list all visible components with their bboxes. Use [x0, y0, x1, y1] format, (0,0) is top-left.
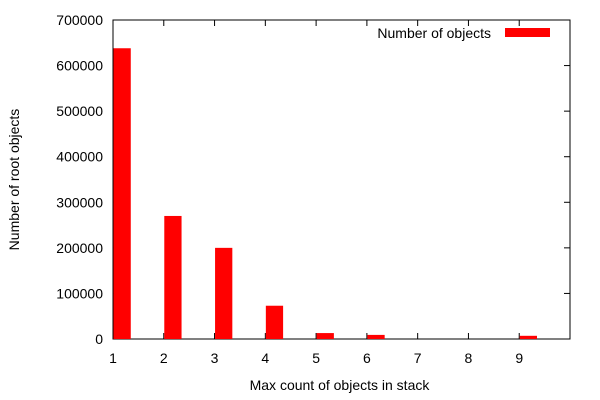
- x-tick-label: 3: [211, 350, 219, 366]
- x-tick-label: 8: [465, 350, 473, 366]
- y-axis-label: Number of root objects: [6, 109, 22, 251]
- y-tick-label: 0: [95, 331, 103, 347]
- y-axis-ticks: 0 100000 200000 300000 400000 500000 600000 700…: [56, 12, 570, 347]
- x-tick-label: 7: [414, 350, 422, 366]
- y-tick-label: 200000: [56, 240, 103, 256]
- bar: [265, 305, 284, 339]
- x-axis-ticks: 1 2 3 4 5 6 7 8 9: [109, 20, 523, 366]
- bar: [519, 335, 537, 339]
- legend-label: Number of objects: [377, 25, 491, 41]
- x-axis-label: Max count of objects in stack: [250, 377, 431, 393]
- x-tick-label: 5: [312, 350, 320, 366]
- y-tick-label: 100000: [56, 285, 103, 301]
- y-tick-label: 600000: [56, 58, 103, 74]
- y-tick-label: 700000: [56, 12, 103, 28]
- plot-frame: [112, 19, 571, 340]
- x-tick-label: 6: [363, 350, 371, 366]
- legend: Number of objects: [377, 25, 550, 41]
- y-tick-label: 300000: [56, 194, 103, 210]
- legend-swatch: [505, 28, 550, 37]
- x-tick-label: 1: [109, 350, 117, 366]
- bar: [367, 334, 385, 339]
- x-tick-label: 9: [515, 350, 523, 366]
- bar: [113, 48, 131, 340]
- y-tick-label: 500000: [56, 103, 103, 119]
- bar: [164, 215, 182, 339]
- bar: [215, 247, 233, 339]
- x-tick-label: 2: [160, 350, 168, 366]
- y-tick-label: 400000: [56, 149, 103, 165]
- bars: [113, 48, 537, 340]
- x-tick-label: 4: [261, 350, 269, 366]
- bar: [316, 333, 334, 339]
